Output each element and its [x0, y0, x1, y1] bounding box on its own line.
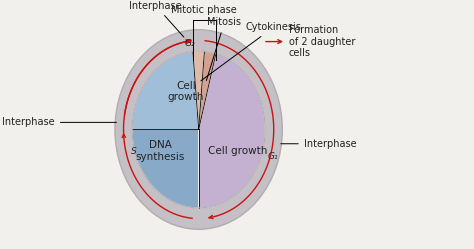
- Text: Cell growth: Cell growth: [208, 146, 267, 156]
- Text: S: S: [131, 147, 137, 156]
- Ellipse shape: [115, 30, 283, 229]
- Text: Mitotic phase: Mitotic phase: [172, 5, 237, 15]
- Text: Cell
growth: Cell growth: [168, 81, 204, 102]
- Text: Mitosis: Mitosis: [206, 17, 241, 80]
- Text: Cytokinesis: Cytokinesis: [201, 22, 302, 81]
- Polygon shape: [132, 129, 199, 208]
- Text: Interphase: Interphase: [2, 117, 117, 127]
- Text: DNA
synthesis: DNA synthesis: [135, 140, 185, 162]
- Text: G₂: G₂: [185, 39, 195, 48]
- Polygon shape: [132, 51, 199, 129]
- Text: Interphase: Interphase: [281, 139, 356, 149]
- Ellipse shape: [132, 51, 265, 208]
- Polygon shape: [199, 54, 265, 208]
- Text: G₁: G₁: [267, 152, 278, 161]
- Text: Interphase: Interphase: [129, 1, 184, 37]
- Polygon shape: [193, 51, 204, 129]
- Text: Formation
of 2 daughter
cells: Formation of 2 daughter cells: [266, 25, 355, 58]
- Polygon shape: [199, 51, 216, 129]
